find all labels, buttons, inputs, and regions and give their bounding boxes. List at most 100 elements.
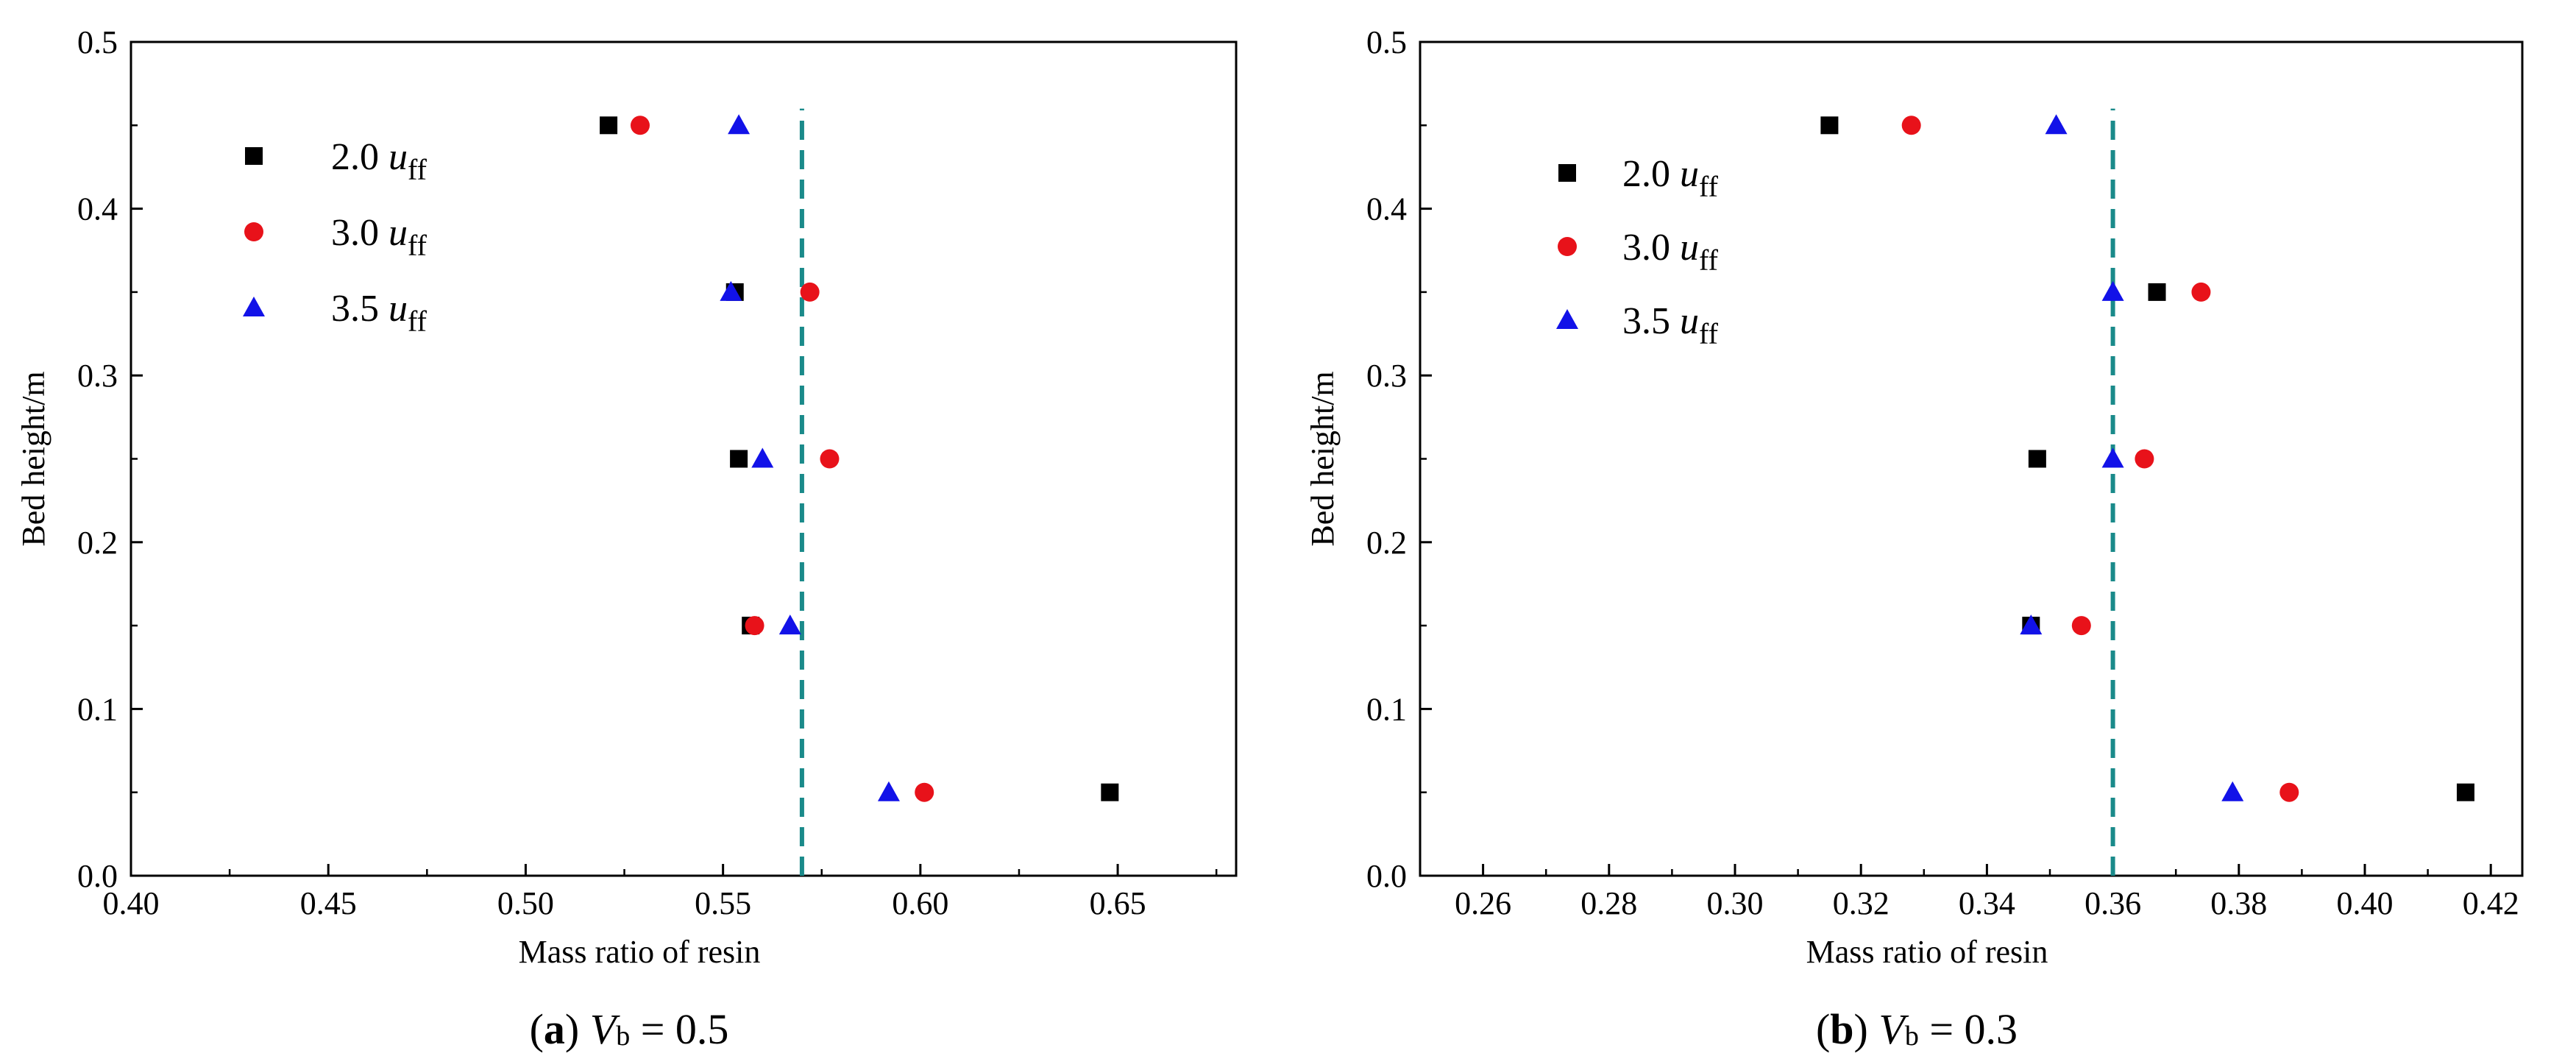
legend-label: 3.0 uff xyxy=(1622,227,1719,277)
x-tick-label: 0.26 xyxy=(1455,885,1511,921)
y-tick-label: 0.0 xyxy=(77,858,118,894)
data-point-triangle xyxy=(778,614,801,635)
x-tick-label: 0.40 xyxy=(103,885,160,921)
legend-prefix: 2.0 xyxy=(331,136,388,178)
data-point-circle xyxy=(915,782,934,802)
data-point-circle xyxy=(1901,116,1921,135)
legend-label: 3.0 uff xyxy=(331,212,427,262)
data-point-square xyxy=(600,116,618,135)
legend-variable: u xyxy=(1680,153,1699,195)
legend-variable: u xyxy=(1680,300,1699,342)
y-tick-label: 0.3 xyxy=(1366,358,1407,394)
legend-marker-square xyxy=(245,147,263,165)
data-point-circle xyxy=(800,282,820,302)
data-point-square xyxy=(2028,450,2046,468)
legend-subscript: ff xyxy=(1699,244,1719,277)
caption-subscript: b xyxy=(1905,1021,1919,1052)
caption-value: = 0.5 xyxy=(630,1005,728,1053)
data-point-triangle xyxy=(751,447,774,468)
x-tick-label: 0.32 xyxy=(1833,885,1890,921)
panel-caption: (b) Vb = 0.3 xyxy=(1816,1005,2018,1053)
legend-prefix: 3.5 xyxy=(331,288,388,330)
data-point-circle xyxy=(2135,449,2154,469)
caption-variable: V xyxy=(590,1005,621,1053)
x-tick-label: 0.30 xyxy=(1707,885,1764,921)
x-tick-label: 0.50 xyxy=(497,885,554,921)
legend-prefix: 3.0 xyxy=(331,212,388,254)
x-tick-label: 0.60 xyxy=(892,885,948,921)
data-point-triangle xyxy=(728,114,751,135)
data-point-circle xyxy=(630,116,650,135)
y-tick-label: 0.1 xyxy=(1366,691,1407,727)
data-point-triangle xyxy=(2101,280,2124,301)
x-axis-title: Mass ratio of resin xyxy=(519,934,761,970)
legend-marker-circle xyxy=(244,222,263,241)
panel-label: b xyxy=(1830,1005,1853,1053)
x-tick-label: 0.42 xyxy=(2463,885,2519,921)
data-point-circle xyxy=(745,616,764,636)
legend-prefix: 3.5 xyxy=(1622,300,1680,342)
legend-variable: u xyxy=(388,136,408,178)
x-axis-title: Mass ratio of resin xyxy=(1806,934,2048,970)
y-tick-label: 0.2 xyxy=(77,525,118,561)
data-point-triangle xyxy=(877,781,900,801)
data-point-circle xyxy=(2279,782,2299,802)
y-axis-title: Bed height/m xyxy=(1305,371,1341,546)
legend-prefix: 3.0 xyxy=(1622,227,1680,269)
legend-subscript: ff xyxy=(408,153,427,186)
y-tick-label: 0.2 xyxy=(1366,525,1407,561)
data-point-circle xyxy=(2191,282,2211,302)
legend-marker-circle xyxy=(1558,237,1577,256)
x-tick-label: 0.34 xyxy=(1959,885,2015,921)
data-point-square xyxy=(2148,283,2166,301)
x-tick-label: 0.36 xyxy=(2084,885,2141,921)
data-point-square xyxy=(730,450,748,468)
data-point-triangle xyxy=(2020,614,2043,635)
y-tick-label: 0.4 xyxy=(1366,191,1407,227)
legend-marker-triangle xyxy=(1556,309,1578,329)
legend-marker-triangle xyxy=(243,297,265,316)
data-point-square xyxy=(2456,783,2474,801)
legend-subscript: ff xyxy=(1699,170,1719,203)
plot-frame xyxy=(129,40,1238,877)
panel-label: a xyxy=(544,1005,565,1053)
legend-variable: u xyxy=(388,288,408,330)
legend-label: 3.5 uff xyxy=(331,288,427,338)
x-tick-label: 0.45 xyxy=(300,885,357,921)
panel-caption: (a) Vb = 0.5 xyxy=(530,1005,729,1053)
plot-frame xyxy=(1419,40,2524,877)
chart-panel-b: 0.26 0.28 0.30 0.32 0.34 0.36 0.38 0.40 0.42 0.0 0… xyxy=(1305,24,2524,1053)
x-tick-label: 0.28 xyxy=(1580,885,1637,921)
legend-subscript: ff xyxy=(408,229,427,262)
legend-prefix: 2.0 xyxy=(1622,153,1680,195)
caption-subscript: b xyxy=(616,1021,630,1052)
y-tick-label: 0.3 xyxy=(77,358,118,394)
data-point-square xyxy=(1101,783,1119,801)
x-tick-label: 0.38 xyxy=(2210,885,2267,921)
y-tick-label: 0.4 xyxy=(77,191,118,227)
caption-variable: V xyxy=(1878,1005,1909,1053)
y-tick-label: 0.5 xyxy=(1366,24,1407,60)
legend-variable: u xyxy=(388,212,408,254)
data-point-triangle xyxy=(2045,114,2068,135)
legend-label: 3.5 uff xyxy=(1622,300,1719,350)
legend-subscript: ff xyxy=(1699,317,1719,350)
y-tick-label: 0.1 xyxy=(77,691,118,727)
data-point-circle xyxy=(820,449,840,469)
data-point-square xyxy=(1820,116,1839,135)
caption-value: = 0.3 xyxy=(1919,1005,2018,1053)
data-point-triangle xyxy=(720,280,742,301)
data-point-triangle xyxy=(2101,447,2124,468)
x-tick-label: 0.65 xyxy=(1090,885,1146,921)
legend-label: 2.0 uff xyxy=(1622,153,1719,203)
chart-panel-a: 0.40 0.45 0.50 0.55 0.60 0.65 0.0 0.1 0.2 0.3 0.4 0… xyxy=(15,24,1238,1053)
data-point-triangle xyxy=(2221,781,2244,801)
legend-label: 2.0 uff xyxy=(331,136,427,186)
y-tick-label: 0.0 xyxy=(1366,858,1407,894)
legend-marker-square xyxy=(1558,164,1576,182)
legend-subscript: ff xyxy=(408,305,427,338)
x-tick-label: 0.55 xyxy=(695,885,751,921)
